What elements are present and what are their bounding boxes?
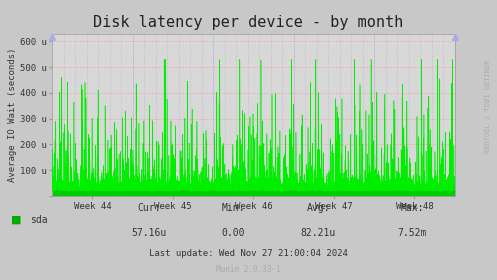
Text: 82.21u: 82.21u	[301, 228, 335, 238]
Y-axis label: Average IO Wait (seconds): Average IO Wait (seconds)	[8, 48, 17, 182]
Text: sda: sda	[30, 215, 47, 225]
Text: Max:: Max:	[401, 203, 424, 213]
Text: 7.52m: 7.52m	[398, 228, 427, 238]
Text: 0.00: 0.00	[222, 228, 246, 238]
Text: Disk latency per device - by month: Disk latency per device - by month	[93, 15, 404, 31]
Text: ■: ■	[11, 215, 21, 225]
Text: Last update: Wed Nov 27 21:00:04 2024: Last update: Wed Nov 27 21:00:04 2024	[149, 249, 348, 258]
Text: Munin 2.0.33-1: Munin 2.0.33-1	[216, 265, 281, 274]
Text: RRDTOOL / TOBI OETIKER: RRDTOOL / TOBI OETIKER	[485, 60, 491, 153]
Text: Cur:: Cur:	[137, 203, 161, 213]
Text: Min:: Min:	[222, 203, 246, 213]
Text: Avg:: Avg:	[306, 203, 330, 213]
Text: 57.16u: 57.16u	[132, 228, 166, 238]
